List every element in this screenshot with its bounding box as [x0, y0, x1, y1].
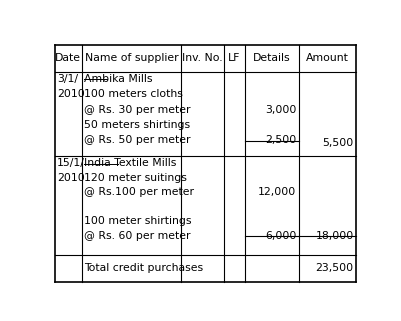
Text: 5,500: 5,500: [322, 138, 354, 148]
Text: @ Rs.100 per meter: @ Rs.100 per meter: [84, 187, 194, 197]
Text: 120 meter suitings: 120 meter suitings: [84, 173, 187, 183]
Text: 50 meters shirtings: 50 meters shirtings: [84, 120, 190, 130]
Text: 12,000: 12,000: [258, 187, 296, 197]
Text: 100 meters cloths: 100 meters cloths: [84, 89, 183, 99]
Text: 3/1/: 3/1/: [57, 74, 78, 84]
Text: 6,000: 6,000: [265, 230, 296, 241]
Text: Total credit purchases: Total credit purchases: [84, 263, 204, 273]
Text: 18,000: 18,000: [316, 230, 354, 241]
Text: India Textile Mills: India Textile Mills: [84, 158, 177, 168]
Text: Date: Date: [55, 53, 81, 63]
Text: @ Rs. 60 per meter: @ Rs. 60 per meter: [84, 230, 191, 241]
Text: LF: LF: [228, 53, 240, 63]
Text: @ Rs. 30 per meter: @ Rs. 30 per meter: [84, 105, 191, 115]
Text: 15/1/: 15/1/: [57, 158, 85, 168]
Text: 2010: 2010: [57, 89, 85, 99]
Text: @ Rs. 50 per meter: @ Rs. 50 per meter: [84, 135, 191, 145]
Text: 2010: 2010: [57, 173, 85, 183]
Text: Inv. No.: Inv. No.: [182, 53, 223, 63]
Text: Details: Details: [253, 53, 291, 63]
Text: 3,000: 3,000: [265, 105, 296, 115]
Text: 23,500: 23,500: [316, 263, 354, 273]
Text: Ambika Mills: Ambika Mills: [84, 74, 153, 84]
Text: Amount: Amount: [306, 53, 349, 63]
Text: 100 meter shirtings: 100 meter shirtings: [84, 216, 192, 226]
Text: Name of supplier: Name of supplier: [85, 53, 178, 63]
Text: 2,500: 2,500: [265, 135, 296, 145]
